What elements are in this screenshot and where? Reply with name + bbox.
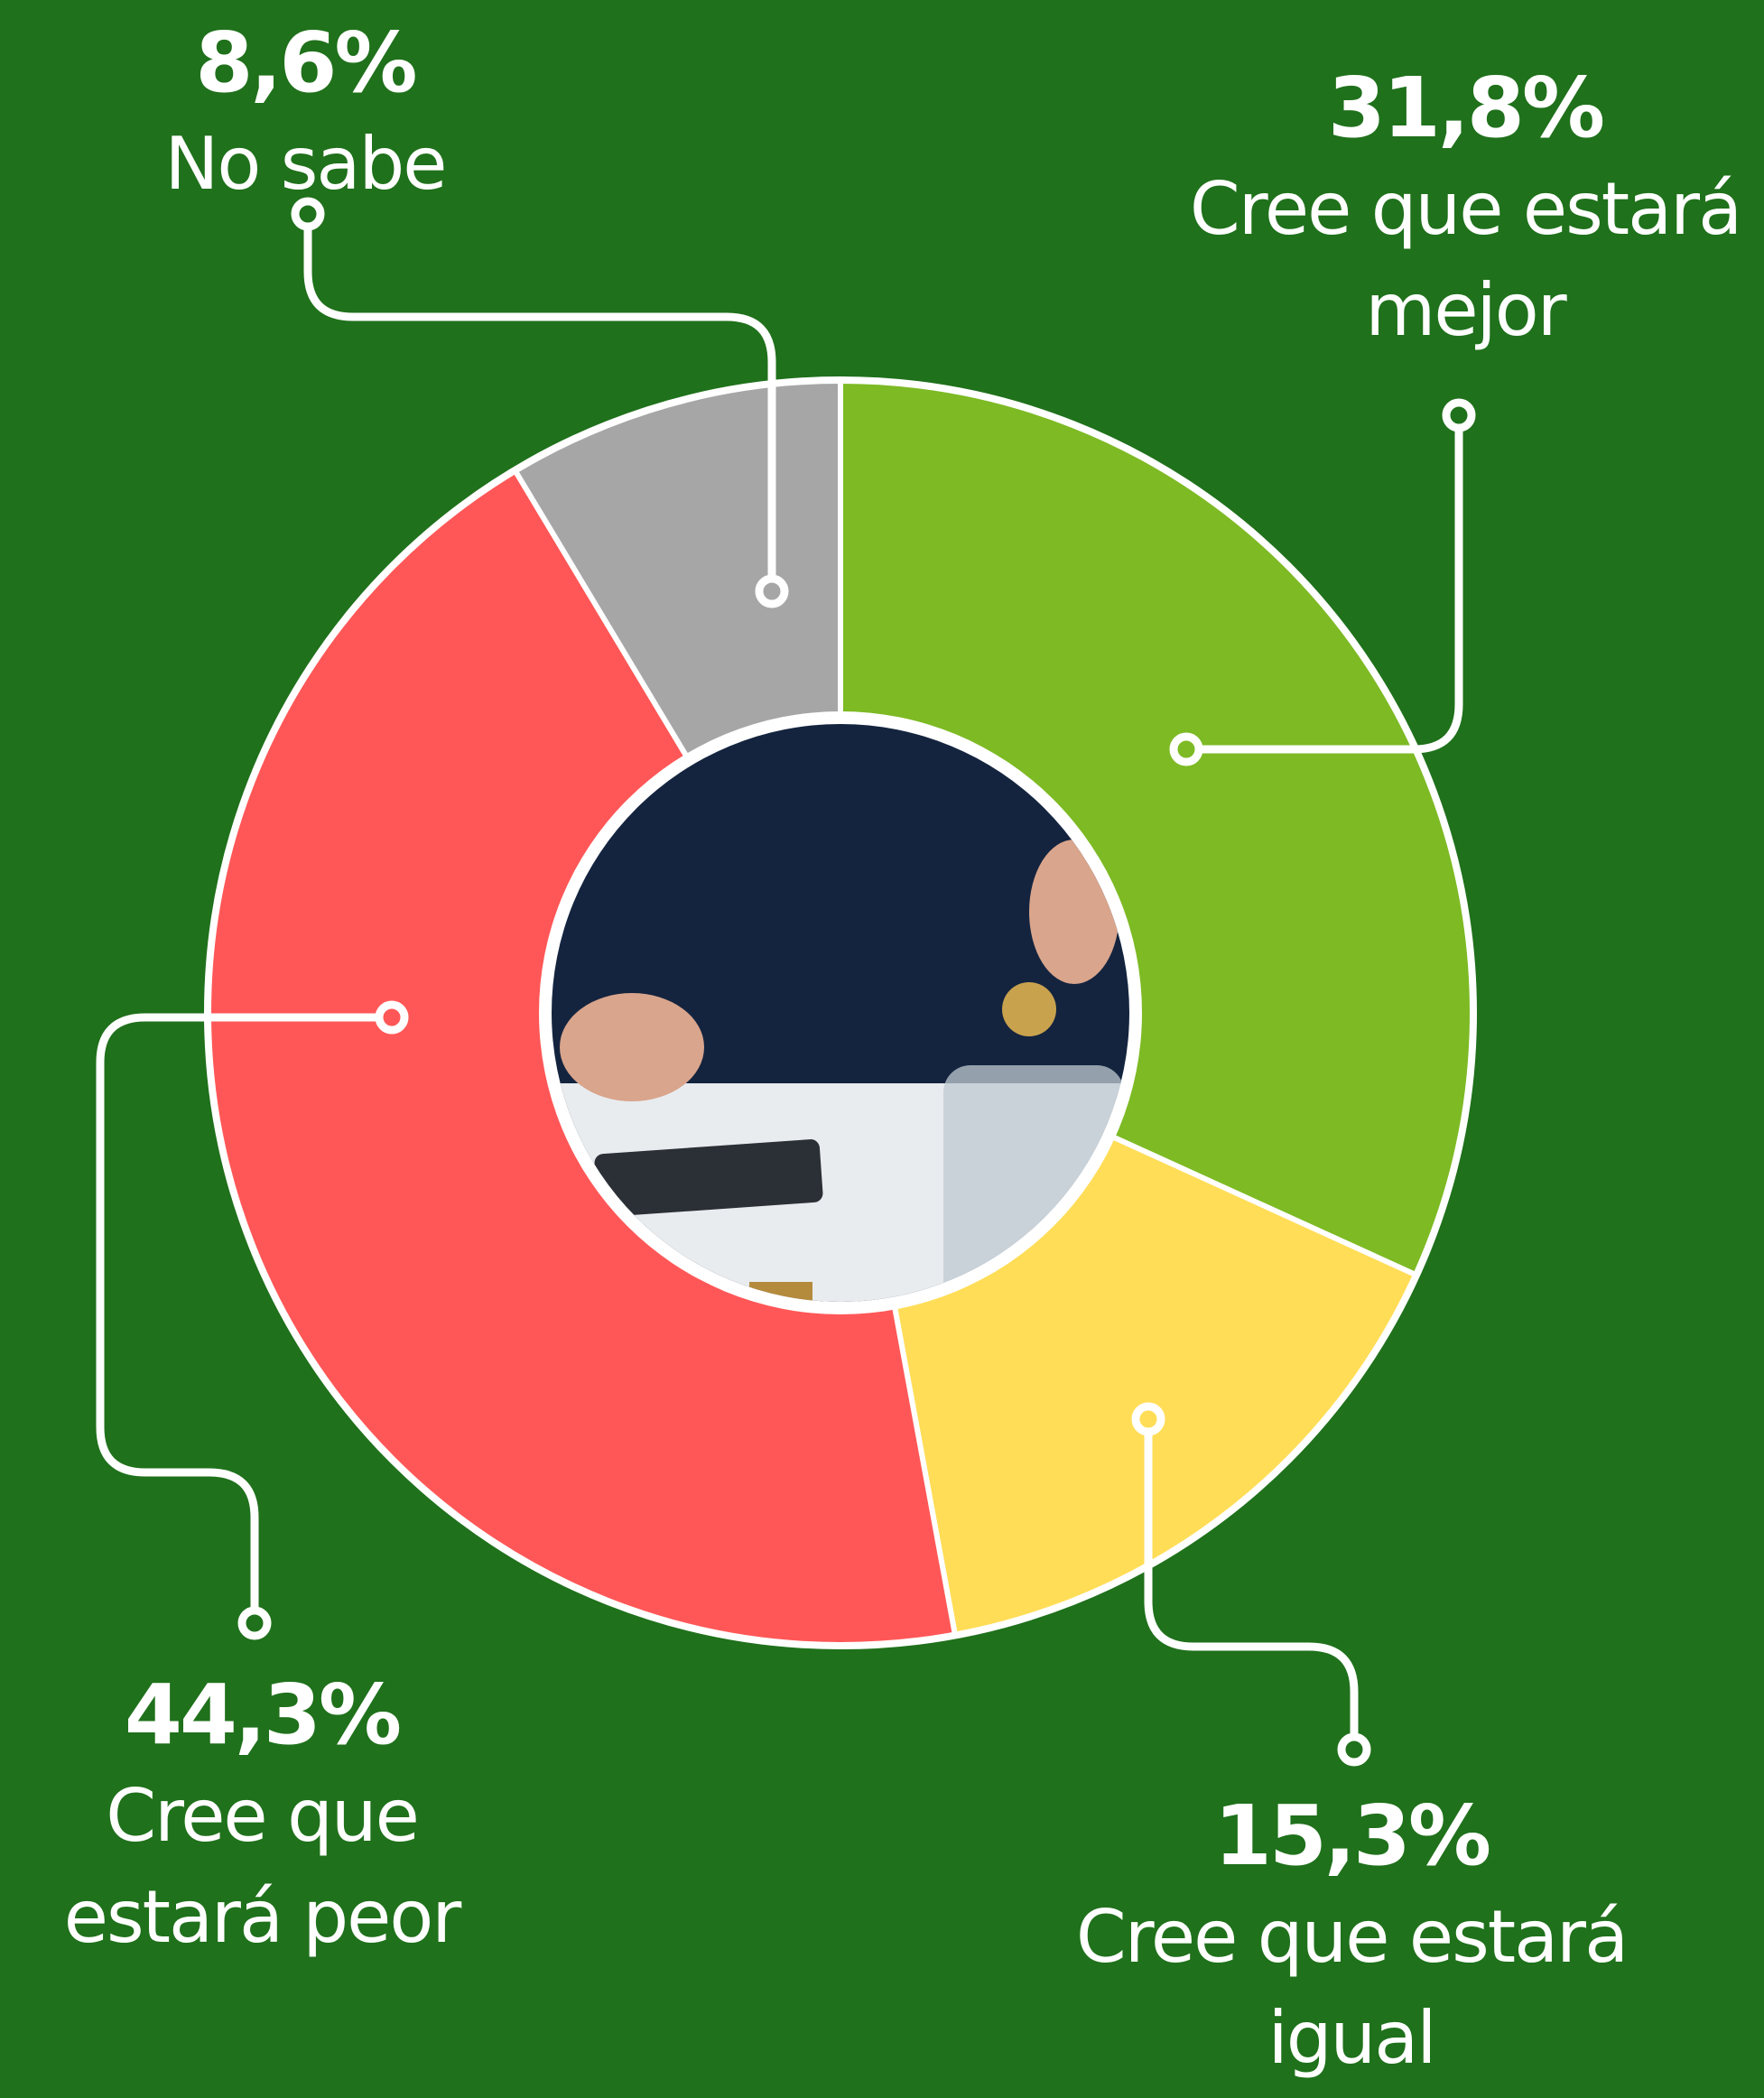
- category-label: Cree que estará peor: [5, 1766, 519, 1968]
- value-label: 8,6%: [116, 13, 495, 114]
- label: 31,8%Cree que estará mejor: [1176, 58, 1754, 361]
- category-label: Cree que estará igual: [1072, 1887, 1631, 2089]
- center-photo: [539, 711, 1142, 1318]
- value-label: 44,3%: [5, 1665, 519, 1766]
- page: (() => { const data = JSON.parse(documen…: [0, 0, 1764, 2098]
- category-label: Cree que estará mejor: [1176, 159, 1754, 361]
- label: 15,3%Cree que estará igual: [1072, 1786, 1631, 2089]
- label: 8,6%No sabe: [116, 13, 495, 215]
- category-label: No sabe: [116, 114, 495, 215]
- value-label: 15,3%: [1072, 1786, 1631, 1887]
- label: 44,3%Cree que estará peor: [5, 1665, 519, 1968]
- value-label: 31,8%: [1176, 58, 1754, 159]
